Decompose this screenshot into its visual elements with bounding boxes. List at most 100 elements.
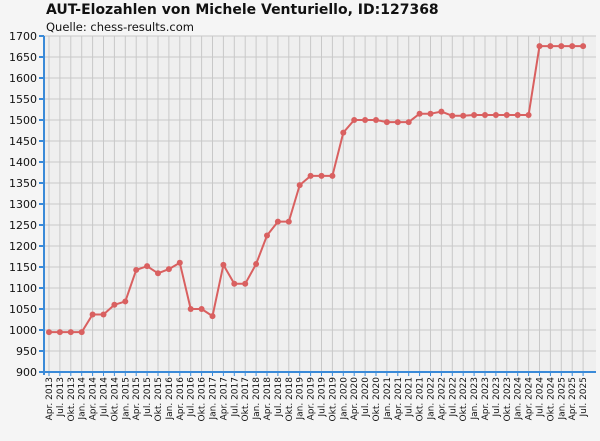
data-point xyxy=(525,111,532,118)
data-point xyxy=(405,119,412,126)
x-tick-label: Jul. 2016 xyxy=(187,377,197,418)
data-point xyxy=(362,117,369,123)
y-tick-label: 1600 xyxy=(9,72,37,85)
x-tick-label: Okt. 2016 xyxy=(198,377,208,422)
x-tick-label: Okt. 2017 xyxy=(241,377,251,421)
chart-subtitle: Quelle: chess-results.com xyxy=(46,20,194,34)
x-tick-label: Jan. 2020 xyxy=(339,377,349,421)
x-tick-label: Apr. 2023 xyxy=(481,377,491,420)
data-point xyxy=(274,218,281,225)
data-point xyxy=(78,329,85,336)
y-tick-label: 1050 xyxy=(9,303,37,316)
y-tick-label: 1550 xyxy=(9,93,37,106)
x-tick-label: Apr. 2019 xyxy=(307,377,317,421)
x-tick-label: Jul. 2019 xyxy=(318,377,328,418)
x-tick-label: Jan. 2023 xyxy=(470,377,480,421)
x-tick-label: Jul. 2023 xyxy=(492,377,502,418)
y-tick-label: 1400 xyxy=(9,156,37,169)
data-point xyxy=(187,306,194,312)
data-point xyxy=(558,43,565,50)
x-tick-label: Apr. 2018 xyxy=(263,377,273,421)
data-point xyxy=(133,266,140,273)
y-tick-label: 1150 xyxy=(9,261,37,274)
y-tick-label: 950 xyxy=(16,345,37,358)
x-tick-label: Jul. 2018 xyxy=(274,377,284,418)
data-point xyxy=(89,311,96,318)
data-point xyxy=(482,111,488,118)
x-tick-label: Apr. 2014 xyxy=(89,377,99,421)
x-tick-label: Okt. 2018 xyxy=(285,377,295,422)
x-tick-label: Okt. 2019 xyxy=(328,377,338,422)
data-point xyxy=(231,280,238,287)
y-tick-label: 1100 xyxy=(9,282,37,295)
data-point xyxy=(100,311,107,318)
x-tick-label: Jan. 2016 xyxy=(165,377,175,421)
data-point xyxy=(547,43,554,50)
x-tick-label: Jul. 2013 xyxy=(56,377,66,418)
data-point xyxy=(394,119,401,126)
data-point xyxy=(285,218,292,225)
x-tick-label: Apr. 2016 xyxy=(176,377,186,421)
x-tick-label: Jul. 2024 xyxy=(536,377,546,418)
data-point xyxy=(514,111,521,118)
x-tick-label: Jul. 2014 xyxy=(100,377,110,418)
x-tick-label: Jan. 2021 xyxy=(383,377,393,421)
axes: 900 950 1000 1050 1100 1150 1200 1250 1300 1350 14… xyxy=(9,30,596,421)
data-point xyxy=(471,111,478,118)
data-point xyxy=(569,43,576,50)
data-point xyxy=(220,261,227,268)
x-tick-label: Okt. 2020 xyxy=(372,377,382,422)
x-tick-label: Jul. 2020 xyxy=(361,377,371,418)
x-tick-label: Apr. 2021 xyxy=(394,377,404,420)
data-point xyxy=(373,117,379,123)
data-point xyxy=(253,261,260,268)
data-point xyxy=(165,266,172,273)
data-point xyxy=(503,111,510,118)
y-tick-label: 1650 xyxy=(9,51,37,64)
x-tick-label: Apr. 2015 xyxy=(132,377,142,420)
data-point xyxy=(111,301,118,308)
x-tick-label: Apr. 2025 xyxy=(568,377,578,420)
x-tick-label: Apr. 2024 xyxy=(525,377,535,421)
data-point xyxy=(155,270,161,277)
data-point xyxy=(340,129,347,136)
x-tick-label: Okt. 2013 xyxy=(67,377,77,421)
x-tick-label: Okt. 2022 xyxy=(459,377,469,421)
x-tick-label: Apr. 2013 xyxy=(45,377,55,420)
x-tick-label: Jan. 2017 xyxy=(209,377,219,421)
x-tick-label: Apr. 2020 xyxy=(350,377,360,421)
x-tick-label: Okt. 2021 xyxy=(416,377,426,421)
data-point xyxy=(198,306,205,312)
data-point xyxy=(264,232,270,239)
data-point xyxy=(351,117,358,123)
x-tick-label: Okt. 2024 xyxy=(546,377,556,422)
data-point xyxy=(460,112,467,119)
data-point xyxy=(122,298,129,305)
data-point xyxy=(67,329,74,336)
x-tick-label: Jan. 2025 xyxy=(557,377,567,421)
x-tick-label: Jul. 2017 xyxy=(230,377,240,418)
x-tick-label: Jul. 2025 xyxy=(579,377,589,418)
data-point xyxy=(427,110,434,117)
y-tick-label: 1200 xyxy=(9,240,37,253)
data-point xyxy=(449,112,456,119)
chart-title: AUT-Elozahlen von Michele Venturiello, I… xyxy=(46,2,439,18)
data-point xyxy=(416,110,423,117)
x-tick-label: Jan. 2015 xyxy=(121,377,131,421)
x-tick-label: Okt. 2014 xyxy=(110,377,120,422)
data-point xyxy=(144,263,151,270)
x-tick-label: Jan. 2024 xyxy=(514,377,524,421)
x-tick-label: Jul. 2015 xyxy=(143,377,153,418)
data-point xyxy=(580,43,587,50)
x-tick-label: Jan. 2014 xyxy=(78,377,88,421)
data-point xyxy=(296,182,303,189)
data-point xyxy=(329,172,336,179)
data-point xyxy=(492,111,499,118)
y-tick-label: 900 xyxy=(16,366,37,379)
x-tick-label: Jan. 2019 xyxy=(296,377,306,421)
x-tick-label: Apr. 2022 xyxy=(437,377,447,420)
data-point xyxy=(46,329,52,336)
data-point xyxy=(318,172,325,179)
data-point xyxy=(536,43,543,50)
